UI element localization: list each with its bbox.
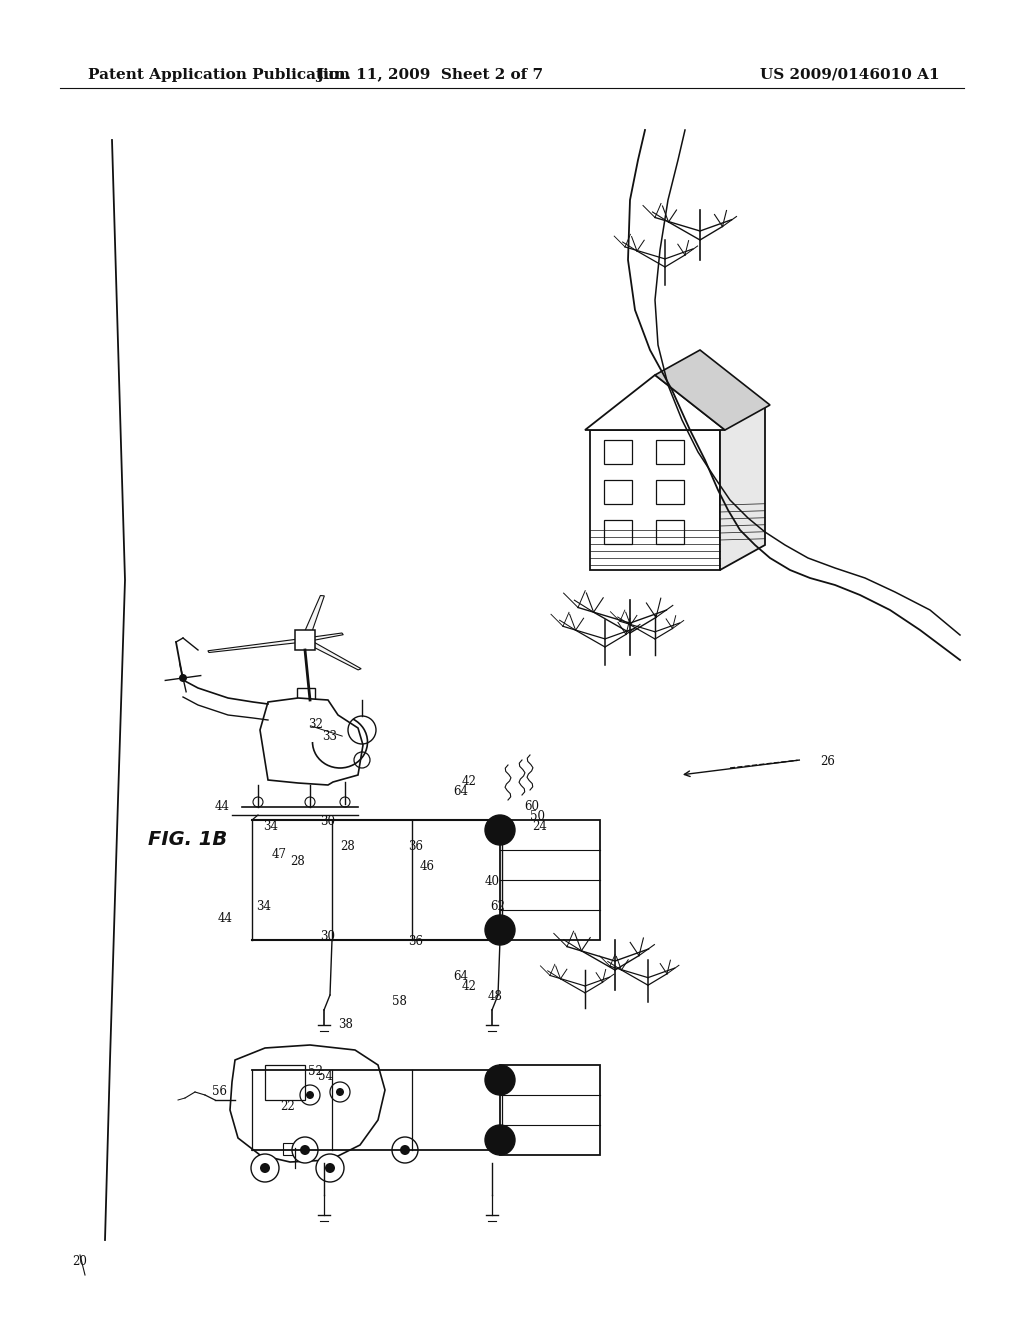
Bar	[500, 820, 600, 940]
Text: 30: 30	[319, 931, 335, 942]
Circle shape	[300, 1144, 310, 1155]
Text: 28: 28	[290, 855, 305, 869]
Polygon shape	[655, 350, 770, 430]
Text: 33: 33	[322, 730, 337, 743]
Circle shape	[316, 1154, 344, 1181]
Text: Patent Application Publication: Patent Application Publication	[88, 69, 350, 82]
Bar	[283, 1143, 307, 1155]
Text: 22: 22	[280, 1100, 295, 1113]
Text: 44: 44	[215, 800, 230, 813]
Text: FIG. 1B: FIG. 1B	[148, 830, 227, 849]
Bar	[590, 430, 720, 570]
Circle shape	[306, 1092, 314, 1100]
Circle shape	[485, 1065, 515, 1096]
Text: 30: 30	[319, 814, 335, 828]
Polygon shape	[208, 639, 306, 652]
Polygon shape	[304, 634, 343, 642]
Polygon shape	[302, 639, 361, 669]
Bar	[265, 1065, 305, 1100]
Circle shape	[325, 1163, 335, 1173]
Bar	[500, 1065, 600, 1155]
Text: US 2009/0146010 A1: US 2009/0146010 A1	[760, 69, 940, 82]
Circle shape	[485, 814, 515, 845]
Circle shape	[179, 675, 187, 682]
Text: 42: 42	[462, 775, 477, 788]
Text: 48: 48	[488, 990, 503, 1003]
Text: 52: 52	[308, 1065, 323, 1078]
Bar	[656, 480, 684, 504]
Text: 38: 38	[338, 1018, 353, 1031]
Text: 40: 40	[485, 875, 500, 888]
Text: 64: 64	[453, 785, 468, 799]
Circle shape	[400, 1144, 410, 1155]
Text: 50: 50	[530, 810, 545, 822]
Text: 34: 34	[256, 900, 271, 913]
Bar	[604, 440, 632, 465]
Polygon shape	[230, 1045, 385, 1162]
Text: 62: 62	[490, 900, 505, 913]
Text: 24: 24	[532, 820, 547, 833]
Text: 32: 32	[308, 718, 323, 731]
Text: 64: 64	[453, 970, 468, 983]
Text: 34: 34	[263, 820, 278, 833]
Polygon shape	[260, 698, 362, 785]
Text: 44: 44	[218, 912, 233, 925]
Polygon shape	[301, 595, 325, 640]
Circle shape	[251, 1154, 279, 1181]
Circle shape	[292, 1137, 318, 1163]
Bar	[295, 630, 315, 649]
Circle shape	[392, 1137, 418, 1163]
Text: 56: 56	[212, 1085, 227, 1098]
Circle shape	[485, 1125, 515, 1155]
Bar	[297, 688, 315, 704]
Text: 60: 60	[524, 800, 539, 813]
Circle shape	[260, 1163, 270, 1173]
Text: 54: 54	[318, 1071, 333, 1082]
Text: 42: 42	[462, 979, 477, 993]
Text: 36: 36	[408, 840, 423, 853]
Text: 58: 58	[392, 995, 407, 1008]
Text: 26: 26	[820, 755, 835, 768]
Circle shape	[485, 915, 515, 945]
Bar	[656, 440, 684, 465]
Polygon shape	[585, 375, 725, 430]
Polygon shape	[720, 405, 765, 570]
Text: 46: 46	[420, 861, 435, 873]
Text: 36: 36	[408, 935, 423, 948]
Text: 47: 47	[272, 847, 287, 861]
Circle shape	[336, 1088, 344, 1096]
Text: 28: 28	[340, 840, 354, 853]
Text: 20: 20	[72, 1255, 87, 1269]
Bar	[656, 520, 684, 544]
Bar	[604, 480, 632, 504]
Text: Jun. 11, 2009  Sheet 2 of 7: Jun. 11, 2009 Sheet 2 of 7	[316, 69, 544, 82]
Bar	[604, 520, 632, 544]
